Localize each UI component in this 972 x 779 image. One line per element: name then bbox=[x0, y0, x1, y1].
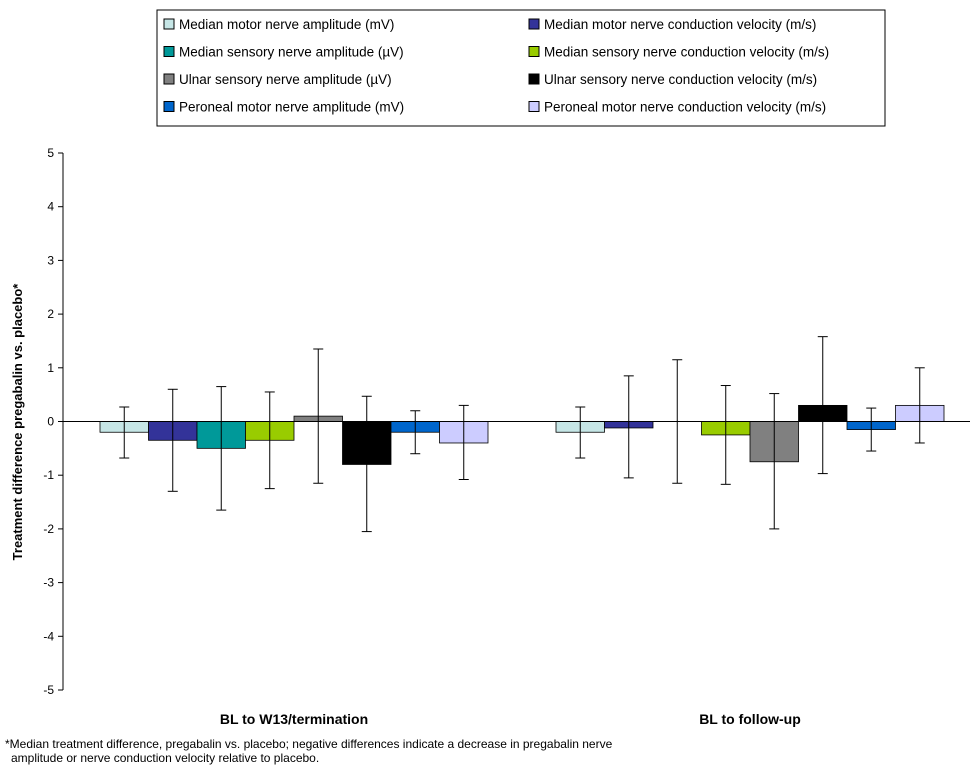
bars bbox=[99, 404, 945, 465]
legend-entry: Peroneal motor nerve conduction velocity… bbox=[544, 100, 826, 115]
legend-entry: Median sensory nerve conduction velocity… bbox=[544, 45, 829, 60]
legend-entry: Median motor nerve amplitude (mV) bbox=[179, 17, 394, 32]
footnote-line-1: *Median treatment difference, pregabalin… bbox=[5, 737, 613, 751]
category-label: BL to W13/termination bbox=[220, 711, 368, 727]
y-tick-label: -4 bbox=[43, 629, 54, 643]
error-bars bbox=[119, 336, 925, 533]
y-tick-label: 0 bbox=[47, 415, 54, 429]
footnote: *Median treatment difference, pregabalin… bbox=[5, 737, 905, 765]
legend-swatch bbox=[163, 46, 175, 57]
legend-swatch bbox=[528, 101, 540, 112]
legend-entry: Ulnar sensory nerve conduction velocity … bbox=[544, 72, 817, 87]
chart: Median motor nerve amplitude (mV) Median … bbox=[10, 9, 970, 727]
legend-swatch bbox=[528, 73, 540, 85]
footnote-line-2: amplitude or nerve conduction velocity r… bbox=[11, 751, 320, 765]
legend-entry: Median sensory nerve amplitude (µV) bbox=[179, 45, 404, 60]
y-tick-label: 1 bbox=[47, 361, 54, 375]
y-tick-label: 4 bbox=[47, 200, 54, 214]
legend-swatch bbox=[528, 46, 540, 57]
legend-swatch bbox=[528, 18, 540, 30]
legend-box bbox=[156, 9, 886, 127]
legend: Median motor nerve amplitude (mV) Median … bbox=[156, 9, 886, 127]
y-tick-label: 3 bbox=[47, 253, 54, 267]
y-tick-label: -5 bbox=[43, 683, 54, 697]
category-label: BL to follow-up bbox=[699, 711, 801, 727]
legend-swatch bbox=[163, 18, 175, 30]
y-axis: 5 4 3 2 1 0 -1 -2 -3 -4 -5 bbox=[43, 146, 64, 697]
legend-entry: Peroneal motor nerve amplitude (mV) bbox=[179, 100, 404, 115]
legend-entry: Median motor nerve conduction velocity (… bbox=[544, 17, 816, 32]
y-tick-label: -3 bbox=[43, 576, 54, 590]
y-tick-label: -2 bbox=[43, 522, 54, 536]
y-tick-label: 2 bbox=[47, 307, 54, 321]
y-tick-label: 5 bbox=[47, 146, 54, 160]
y-axis-label: Treatment difference pregabalin vs. plac… bbox=[10, 283, 25, 561]
legend-entry: Ulnar sensory nerve amplitude (µV) bbox=[179, 72, 392, 87]
legend-swatch bbox=[163, 101, 175, 112]
legend-swatch bbox=[163, 73, 175, 85]
category-labels: BL to W13/termination BL to follow-up bbox=[220, 711, 801, 727]
y-tick-label: -1 bbox=[43, 468, 54, 482]
